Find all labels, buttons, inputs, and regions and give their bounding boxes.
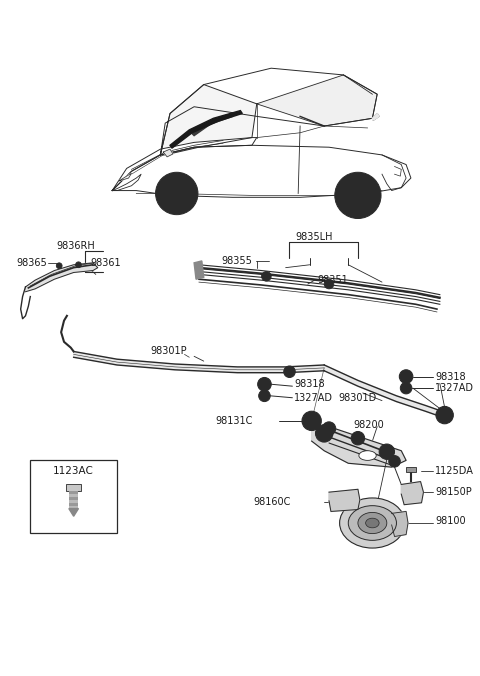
Bar bbox=[69, 497, 78, 500]
Polygon shape bbox=[312, 427, 406, 467]
Text: 98200: 98200 bbox=[353, 420, 384, 430]
Text: 9836RH: 9836RH bbox=[56, 241, 95, 251]
Text: 1125DA: 1125DA bbox=[435, 466, 474, 476]
Circle shape bbox=[319, 429, 329, 438]
Circle shape bbox=[400, 383, 412, 394]
Circle shape bbox=[379, 444, 395, 460]
Text: 98131C: 98131C bbox=[216, 416, 252, 426]
Circle shape bbox=[171, 188, 182, 199]
Text: 98318: 98318 bbox=[435, 372, 466, 381]
Polygon shape bbox=[119, 173, 132, 181]
Polygon shape bbox=[170, 111, 242, 148]
Circle shape bbox=[163, 180, 190, 207]
Ellipse shape bbox=[358, 512, 387, 533]
Circle shape bbox=[440, 410, 449, 420]
Text: 1123AC: 1123AC bbox=[53, 466, 94, 476]
Circle shape bbox=[262, 272, 271, 281]
Bar bbox=[69, 500, 78, 503]
Circle shape bbox=[315, 425, 333, 442]
Polygon shape bbox=[372, 114, 379, 120]
Text: 98301P: 98301P bbox=[151, 347, 187, 356]
Circle shape bbox=[75, 262, 82, 268]
Polygon shape bbox=[257, 75, 377, 126]
Bar bbox=[69, 503, 78, 506]
Ellipse shape bbox=[366, 518, 379, 528]
Text: 98100: 98100 bbox=[435, 516, 466, 526]
Polygon shape bbox=[160, 68, 377, 155]
Circle shape bbox=[389, 456, 400, 467]
Ellipse shape bbox=[348, 506, 396, 540]
Polygon shape bbox=[112, 138, 257, 191]
Polygon shape bbox=[401, 481, 423, 505]
Circle shape bbox=[324, 279, 334, 289]
Bar bbox=[30, 460, 117, 533]
Polygon shape bbox=[112, 174, 141, 191]
Polygon shape bbox=[163, 149, 173, 157]
Bar bbox=[69, 494, 78, 497]
Text: 98361: 98361 bbox=[90, 258, 120, 268]
Circle shape bbox=[56, 263, 62, 268]
Circle shape bbox=[399, 370, 413, 383]
Circle shape bbox=[156, 172, 198, 215]
Text: 98365: 98365 bbox=[17, 258, 48, 268]
Circle shape bbox=[344, 181, 372, 210]
Circle shape bbox=[259, 390, 270, 402]
Circle shape bbox=[335, 172, 381, 218]
Bar bbox=[406, 467, 416, 472]
Ellipse shape bbox=[359, 451, 376, 460]
Circle shape bbox=[309, 418, 314, 424]
Circle shape bbox=[302, 411, 321, 431]
Polygon shape bbox=[382, 155, 406, 191]
Polygon shape bbox=[392, 512, 408, 537]
Polygon shape bbox=[194, 261, 204, 279]
Polygon shape bbox=[73, 352, 324, 372]
Text: 1327AD: 1327AD bbox=[435, 383, 474, 393]
Polygon shape bbox=[25, 263, 98, 292]
Text: 9835LH: 9835LH bbox=[295, 232, 333, 242]
Ellipse shape bbox=[340, 498, 405, 548]
Polygon shape bbox=[112, 145, 411, 197]
Circle shape bbox=[436, 406, 453, 424]
Circle shape bbox=[403, 385, 409, 391]
Text: 98351: 98351 bbox=[317, 275, 348, 285]
Circle shape bbox=[262, 393, 267, 399]
Polygon shape bbox=[329, 489, 360, 512]
Circle shape bbox=[351, 189, 365, 202]
Circle shape bbox=[258, 377, 271, 391]
Circle shape bbox=[306, 415, 317, 427]
Bar bbox=[66, 485, 82, 491]
Text: 1327AD: 1327AD bbox=[294, 393, 333, 403]
Polygon shape bbox=[160, 84, 257, 155]
Text: 98160C: 98160C bbox=[254, 497, 291, 507]
Text: 98318: 98318 bbox=[294, 379, 325, 389]
Bar bbox=[69, 506, 78, 508]
Circle shape bbox=[284, 366, 295, 377]
Polygon shape bbox=[324, 365, 444, 418]
Bar bbox=[69, 491, 78, 494]
Circle shape bbox=[351, 431, 365, 445]
Text: 98355: 98355 bbox=[221, 256, 252, 266]
Text: 98301D: 98301D bbox=[339, 393, 377, 403]
Text: 98150P: 98150P bbox=[435, 487, 472, 497]
Polygon shape bbox=[69, 508, 78, 516]
Circle shape bbox=[322, 422, 336, 435]
Polygon shape bbox=[192, 114, 233, 136]
